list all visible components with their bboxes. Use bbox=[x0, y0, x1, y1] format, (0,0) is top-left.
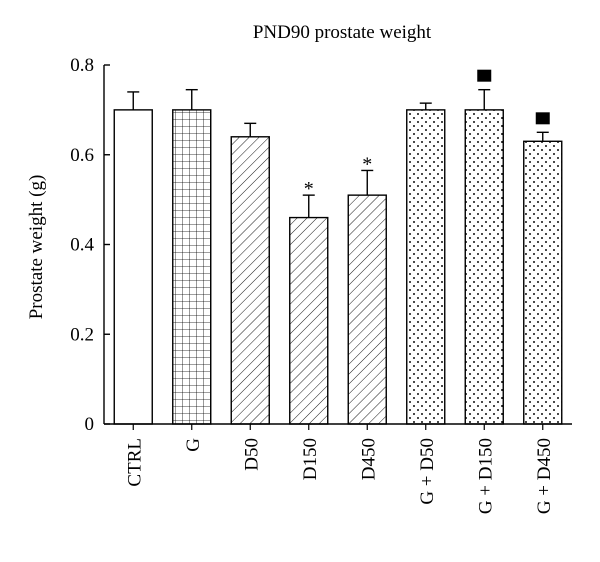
x-tick-label: G + D450 bbox=[534, 438, 555, 514]
bar-g-d450 bbox=[523, 140, 563, 425]
x-tick-label: CTRL bbox=[124, 438, 145, 487]
y-axis: 0 0.2 0.4 0.6 0.8 bbox=[70, 55, 110, 435]
x-tick-label: D50 bbox=[241, 438, 262, 471]
y-tick-label: 0.6 bbox=[70, 145, 94, 166]
y-axis-label: Prostate weight (g) bbox=[26, 175, 47, 320]
x-tick-label: G + D150 bbox=[475, 438, 496, 514]
y-tick-label: 0.2 bbox=[70, 324, 94, 345]
bar-g bbox=[172, 109, 212, 425]
bar-g-d150 bbox=[464, 109, 504, 425]
bar-g-d50 bbox=[406, 109, 446, 425]
significance-square bbox=[535, 112, 550, 125]
x-tick-label: G + D50 bbox=[417, 438, 438, 505]
x-axis-labels: CTRL G D50 D150 D450 G + D50 G + D150 G + D450 bbox=[124, 438, 555, 514]
significance-markers: ** bbox=[304, 69, 550, 200]
bar-d50 bbox=[230, 136, 270, 425]
bar-d450 bbox=[347, 194, 387, 425]
chart-title: PND90 prostate weight bbox=[253, 22, 432, 43]
y-tick-label: 0 bbox=[85, 414, 95, 435]
bar-d150 bbox=[289, 216, 329, 425]
x-tick-label: D450 bbox=[358, 438, 379, 480]
significance-asterisk: * bbox=[304, 178, 314, 200]
y-tick-label: 0.8 bbox=[70, 55, 94, 76]
x-tick-label: G bbox=[183, 438, 204, 452]
bar-ctrl bbox=[113, 109, 153, 425]
y-tick-label: 0.4 bbox=[70, 235, 94, 256]
bars-group bbox=[113, 88, 563, 430]
significance-asterisk: * bbox=[362, 153, 372, 175]
significance-square bbox=[477, 69, 492, 82]
x-tick-label: D150 bbox=[300, 438, 321, 480]
